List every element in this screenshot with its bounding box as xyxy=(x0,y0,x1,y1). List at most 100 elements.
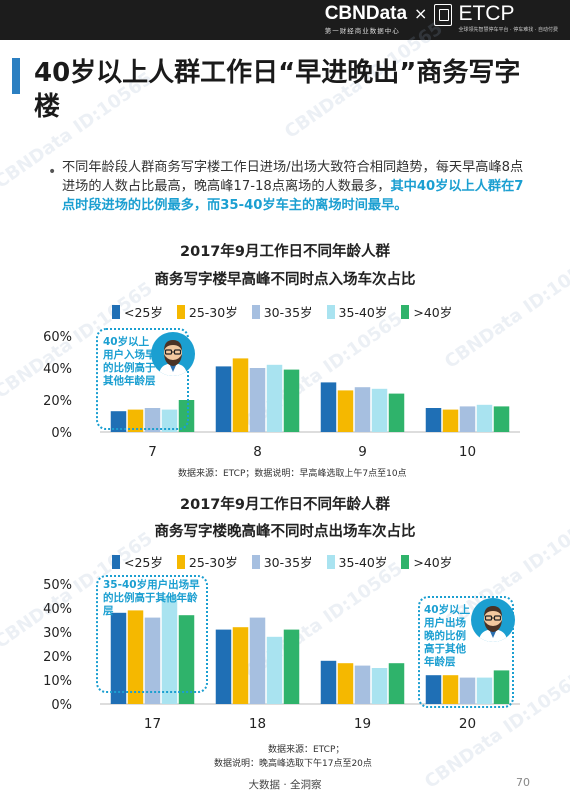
bar xyxy=(425,408,442,432)
bar xyxy=(459,406,476,432)
legend-item: 25-30岁 xyxy=(176,302,238,321)
page-title: 40岁以上人群工作日“早进晚出”商务写字楼 xyxy=(34,58,521,122)
x-tick-label: 20 xyxy=(459,716,476,732)
bar xyxy=(442,409,459,432)
legend-swatch xyxy=(401,304,410,319)
chart2-source-note: 数据来源：ETCP； xyxy=(268,745,345,755)
chart1-legend: <25岁 25-30岁 30-35岁 35-40岁 >40岁 xyxy=(112,302,452,321)
y-tick-label: 30% xyxy=(43,626,72,641)
legend-swatch xyxy=(112,304,120,319)
brand-separator: × xyxy=(414,4,428,23)
user-avatar-icon xyxy=(471,598,515,642)
summary-highlight: 其中40岁以上人群在7点时段进场的比例最多，而35-40岁车主的离场时间最早。 xyxy=(62,179,524,213)
legend-label: 30-35岁 xyxy=(263,555,313,570)
chart2-title-line1: 2017年9月工作日不同年龄人群 xyxy=(180,497,390,513)
chart2-method-note: 数据说明：晚高峰选取下午17点至20点 xyxy=(214,759,372,769)
y-tick-label: 10% xyxy=(43,674,72,689)
etcp-logo-icon xyxy=(434,4,453,26)
bar xyxy=(320,660,337,704)
chart2-bar-chart: 0% 10% 20% 30% 40% 50% 17 18 19 20 xyxy=(43,578,520,732)
x-tick-label: 8 xyxy=(253,444,262,460)
bar xyxy=(232,627,249,704)
bar xyxy=(215,366,232,432)
legend-swatch xyxy=(251,304,260,319)
bar xyxy=(459,677,476,704)
bar xyxy=(249,368,266,432)
legend-swatch xyxy=(112,554,120,569)
bar xyxy=(283,369,300,432)
bar xyxy=(127,610,144,704)
bar xyxy=(178,615,195,704)
legend-label: <25岁 xyxy=(124,555,163,570)
chart1-title-line1: 2017年9月工作日不同年龄人群 xyxy=(180,244,390,260)
page-number: 70 xyxy=(516,776,530,789)
bearded-man-icon xyxy=(159,340,187,376)
bar xyxy=(354,387,371,432)
bar xyxy=(144,408,161,432)
legend-label: 35-40岁 xyxy=(338,305,388,320)
bar xyxy=(161,596,178,704)
legend-label: 30-35岁 xyxy=(263,305,313,320)
y-tick-label: 40% xyxy=(43,602,72,617)
chart2-title-line2: 商务写字楼晚高峰不同时点出场车次占比 xyxy=(154,524,416,540)
legend-item: 25-30岁 xyxy=(176,552,238,571)
legend-swatch xyxy=(326,304,335,319)
legend-label: 25-30岁 xyxy=(188,555,238,570)
cbndata-tagline: 第一财经商业数据中心 xyxy=(324,27,400,35)
legend-label: 35-40岁 xyxy=(338,555,388,570)
legend-label: <25岁 xyxy=(124,305,163,320)
legend-swatch xyxy=(401,554,410,569)
bar xyxy=(442,675,459,704)
etcp-wordmark: ETCP xyxy=(458,2,515,25)
chart2-legend: <25岁 25-30岁 30-35岁 35-40岁 >40岁 xyxy=(112,552,452,571)
chart2-callout-left-box xyxy=(96,575,208,693)
legend-swatch xyxy=(251,554,260,569)
bullet-icon: • xyxy=(48,164,57,180)
bar xyxy=(215,629,232,704)
bar xyxy=(337,663,354,704)
y-tick-label: 20% xyxy=(43,394,72,409)
bar xyxy=(249,617,266,704)
bar xyxy=(232,358,249,432)
legend-swatch xyxy=(326,554,335,569)
bar xyxy=(144,617,161,704)
legend-label: >40岁 xyxy=(413,555,453,570)
header-bar: CBNData 第一财经商业数据中心 × ETCP 全球领先智慧停车平台 · 停… xyxy=(0,0,570,40)
user-avatar-icon xyxy=(151,332,195,376)
x-tick-label: 18 xyxy=(249,716,266,732)
legend-label: 25-30岁 xyxy=(188,305,238,320)
legend-item: >40岁 xyxy=(401,302,452,321)
bar xyxy=(337,390,354,432)
bar xyxy=(493,670,510,704)
chart1-title-line2: 商务写字楼早高峰不同时点入场车次占比 xyxy=(154,272,416,288)
y-tick-label: 0% xyxy=(51,698,72,713)
y-tick-label: 40% xyxy=(43,362,72,377)
legend-item: <25岁 xyxy=(112,302,163,321)
summary-text: 不同年龄段人群商务写字楼工作日进场/出场大致符合相同趋势，每天早高峰8点进场的人… xyxy=(62,160,524,194)
bearded-man-icon xyxy=(479,606,507,642)
chart1-source-note: 数据来源：ETCP；数据说明：早高峰选取上午7点至10点 xyxy=(178,469,407,479)
bar xyxy=(283,629,300,704)
chart1-callout-box xyxy=(96,328,189,430)
bar xyxy=(354,665,371,704)
etcp-logo: ETCP 全球领先智慧停车平台 · 停车难找 · 自动付费 xyxy=(458,2,558,33)
bar xyxy=(110,411,127,432)
legend-item: 35-40岁 xyxy=(326,552,388,571)
cbndata-wordmark: CBNData xyxy=(324,3,408,24)
summary-paragraph: 不同年龄段人群商务写字楼工作日进场/出场大致符合相同趋势，每天早高峰8点进场的人… xyxy=(62,158,532,215)
bar xyxy=(476,677,493,704)
chart1-callout-text: 40岁以上用户入场早的比例高于其他年龄层 xyxy=(103,336,156,387)
legend-item: 30-35岁 xyxy=(251,552,313,571)
bar xyxy=(371,388,388,432)
x-tick-label: 9 xyxy=(358,444,367,460)
bar xyxy=(320,382,337,432)
footer-text: 大数据 · 全洞察 xyxy=(248,779,322,791)
bar xyxy=(425,675,442,704)
bar xyxy=(110,612,127,704)
etcp-tagline: 全球领先智慧停车平台 · 停车难找 · 自动付费 xyxy=(458,27,558,33)
x-tick-label: 17 xyxy=(144,716,161,732)
legend-label: >40岁 xyxy=(413,305,453,320)
chart2-callout-right-box xyxy=(418,596,514,708)
y-tick-label: 50% xyxy=(43,578,72,593)
bar xyxy=(127,409,144,432)
